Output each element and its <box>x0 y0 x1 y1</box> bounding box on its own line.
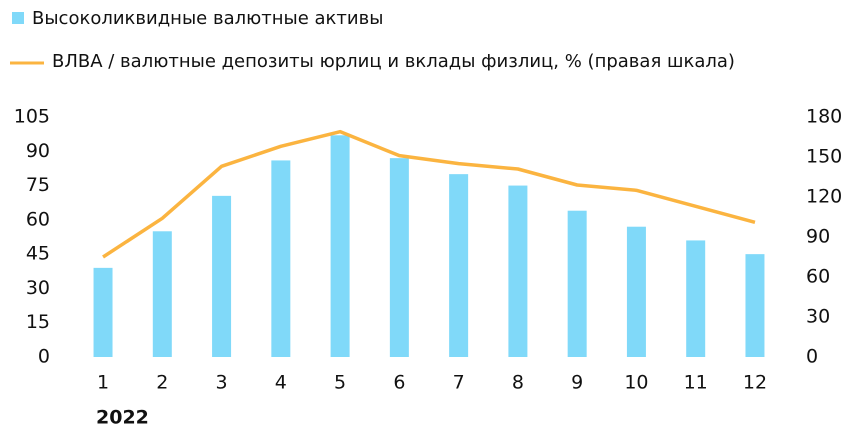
x-tick-label: 9 <box>571 372 583 394</box>
x-tick-label: 8 <box>512 372 524 394</box>
x-group-label: 2022 <box>96 407 149 427</box>
x-tick-label: 4 <box>275 372 287 394</box>
line <box>102 129 756 259</box>
bar <box>686 240 706 357</box>
bar <box>389 158 409 357</box>
y2-tick-label: 90 <box>806 226 830 248</box>
y2-tick-label: 180 <box>806 106 842 128</box>
y-tick-label: 75 <box>26 174 50 196</box>
x-tick-label: 7 <box>453 372 465 394</box>
y2-tick-label: 30 <box>806 306 830 328</box>
y2-tick-label: 120 <box>806 186 842 208</box>
legend-label: ВЛВА / валютные депозиты юрлиц и вклады … <box>52 51 735 72</box>
legend-label: Высоколиквидные валютные активы <box>32 8 383 29</box>
y-tick-label: 60 <box>26 208 50 230</box>
y-tick-label: 30 <box>26 277 50 299</box>
y-tick-label: 90 <box>26 140 50 162</box>
bar <box>567 210 587 357</box>
y2-tick-label: 0 <box>806 346 818 368</box>
bar <box>330 135 350 357</box>
bar <box>212 195 232 357</box>
y2-tick-label: 60 <box>806 266 830 288</box>
bar <box>626 226 646 357</box>
y2-tick-label: 150 <box>806 146 842 168</box>
y-tick-label: 105 <box>14 106 50 128</box>
x-tick-label: 6 <box>393 372 405 394</box>
y-tick-label: 0 <box>38 346 50 368</box>
x-tick-label: 11 <box>684 372 708 394</box>
bar <box>745 254 765 357</box>
bar <box>271 160 291 357</box>
x-tick-label: 5 <box>334 372 346 394</box>
bar <box>508 185 528 357</box>
x-tick-label: 10 <box>624 372 648 394</box>
x-tick-label: 12 <box>743 372 767 394</box>
x-tick-label: 1 <box>97 372 109 394</box>
y-tick-label: 45 <box>26 243 50 265</box>
bar <box>152 231 172 357</box>
x-tick-label: 3 <box>216 372 228 394</box>
x-tick-label: 2 <box>156 372 168 394</box>
legend-swatch-bar <box>12 12 24 24</box>
y-tick-label: 15 <box>26 311 50 333</box>
bar <box>93 267 113 357</box>
bar <box>449 174 469 357</box>
